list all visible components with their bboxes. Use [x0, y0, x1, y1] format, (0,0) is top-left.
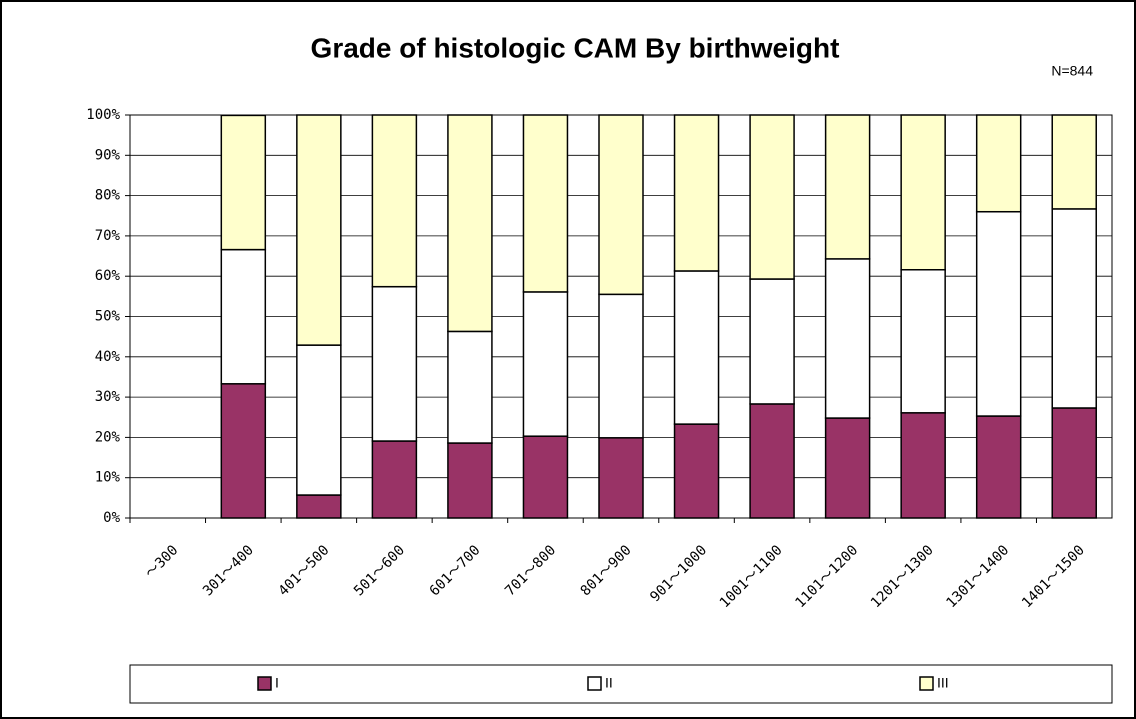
bar-segment	[749, 278, 795, 405]
legend-swatch	[587, 676, 602, 691]
bar-segment	[900, 269, 946, 414]
y-tick-label: 10%	[95, 470, 121, 486]
y-tick-label: 80%	[95, 188, 121, 204]
bar-segment	[598, 114, 644, 296]
bar-segment	[1051, 208, 1097, 409]
chart-title: Grade of histologic CAM By birthweight	[311, 32, 840, 63]
legend-label: II	[605, 675, 613, 691]
bar-segment	[824, 258, 871, 419]
bar-segment	[1051, 407, 1097, 519]
bar-segment	[975, 114, 1022, 213]
bar-segment	[749, 403, 795, 519]
y-tick-label: 20%	[95, 429, 121, 445]
bar-segment	[673, 423, 720, 519]
bar-segment	[900, 412, 946, 519]
y-tick-label: 60%	[95, 268, 121, 284]
bar-segment	[522, 114, 569, 293]
bar-segment	[447, 114, 493, 333]
bar-segment	[220, 248, 267, 385]
legend-box	[129, 664, 1113, 704]
bar-segment	[900, 114, 946, 271]
bar-segment	[371, 285, 418, 442]
bar-segment	[447, 330, 493, 444]
bar-segment	[371, 114, 418, 288]
bar-segment	[975, 210, 1022, 417]
bar-segment	[296, 114, 342, 346]
legend-label: I	[275, 675, 279, 691]
bar-segment	[371, 440, 418, 519]
legend-label: III	[937, 675, 949, 691]
bar-segment	[598, 293, 644, 439]
y-tick-label: 30%	[95, 389, 121, 405]
bar-segment	[824, 417, 871, 519]
bar-segment	[749, 114, 795, 280]
y-tick-label: 70%	[95, 228, 121, 244]
bar-segment	[598, 437, 644, 519]
legend-swatch	[919, 676, 934, 691]
bar-segment	[296, 494, 342, 519]
bar-segment	[220, 383, 267, 519]
bar-segment	[522, 435, 569, 519]
bar-segment	[522, 291, 569, 437]
chart-subtitle: N=844	[1051, 63, 1093, 79]
bar-segment	[296, 344, 342, 496]
y-tick-label: 100%	[86, 107, 120, 123]
bar-segment	[824, 114, 871, 260]
bar-segment	[975, 415, 1022, 519]
y-tick-label: 40%	[95, 349, 121, 365]
y-tick-label: 50%	[95, 309, 121, 325]
bar-segment	[447, 442, 493, 519]
legend-swatch	[257, 676, 272, 691]
bar-segment	[673, 270, 720, 425]
bar-segment	[220, 114, 267, 251]
y-tick-label: 90%	[95, 147, 121, 163]
bar-segment	[673, 114, 720, 272]
bar-segment	[1051, 114, 1097, 210]
y-tick-label: 0%	[103, 510, 120, 526]
